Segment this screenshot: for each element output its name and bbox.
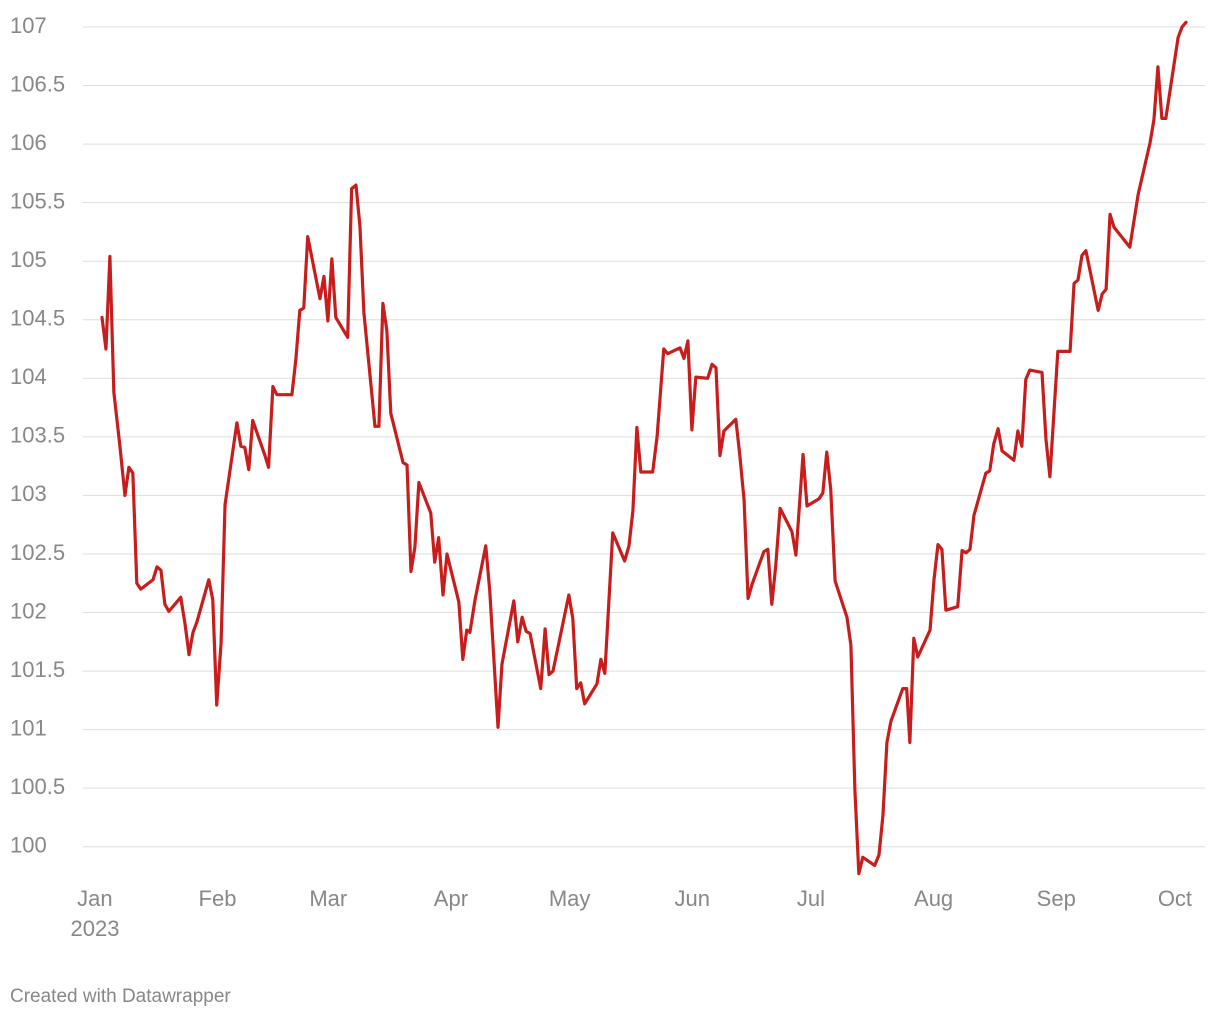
x-tick-label: May (549, 886, 591, 911)
footer: Created with Datawrapper (10, 986, 231, 1007)
y-tick-label: 101 (10, 715, 47, 740)
y-tick-label: 107 (10, 13, 47, 38)
x-tick-label: Aug (914, 886, 953, 911)
y-tick-label: 102.5 (10, 540, 65, 565)
x-tick-label: Jun (675, 886, 710, 911)
x-tick-label: Oct (1158, 886, 1192, 911)
x-tick-label: Sep (1037, 886, 1076, 911)
y-tick-label: 104.5 (10, 306, 65, 331)
x-tick-label: Feb (199, 886, 237, 911)
y-tick-label: 106.5 (10, 71, 65, 96)
x-tick-label: Jan (77, 886, 112, 911)
y-tick-label: 106 (10, 130, 47, 155)
data-line (100, 20, 1188, 876)
y-tick-label: 100 (10, 833, 47, 858)
y-tick-label: 103 (10, 481, 47, 506)
y-tick-label: 105 (10, 247, 47, 272)
y-tick-label: 105.5 (10, 188, 65, 213)
y-tick-label: 104 (10, 364, 47, 389)
x-axis-year: 2023 (71, 916, 120, 941)
y-tick-label: 102 (10, 598, 47, 623)
y-tick-label: 103.5 (10, 423, 65, 448)
x-tick-label: Mar (309, 886, 347, 911)
x-tick-label: Apr (434, 886, 468, 911)
y-tick-label: 100.5 (10, 774, 65, 799)
y-tick-label: 101.5 (10, 657, 65, 682)
x-tick-label: Jul (797, 886, 825, 911)
